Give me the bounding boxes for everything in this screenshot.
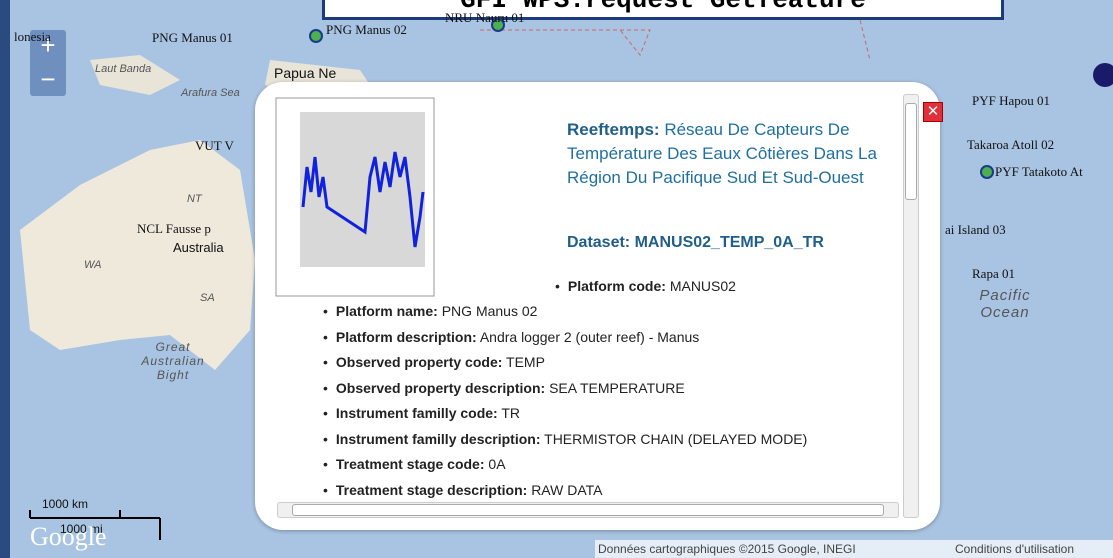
property-value: TR: [501, 405, 521, 421]
property-label: Observed property code:: [335, 354, 503, 370]
title-banner: GFI WPS:request Getfeature: [322, 0, 1004, 20]
map-label: PYF Hapou 01: [972, 93, 1051, 108]
google-logo: Google: [30, 522, 107, 551]
map-label: Great Australian Bight: [141, 340, 205, 382]
map-label: Laut Banda: [95, 63, 152, 75]
property-item: Treatment stage code: 0A: [323, 456, 506, 472]
close-button[interactable]: ✕: [923, 102, 943, 122]
map-label: PNG Manus 01: [152, 30, 233, 45]
property-value: THERMISTOR CHAIN (DELAYED MODE): [544, 430, 808, 447]
property-value: 0A: [488, 456, 506, 472]
svg-text:−: −: [40, 64, 55, 94]
svg-text:+: +: [40, 30, 55, 60]
map-label: WA: [84, 259, 102, 271]
property-label: Instrument familly description:: [335, 430, 541, 447]
property-value: Andra logger 2 (outer reef) - Manus: [479, 328, 700, 345]
property-label: Platform name:: [335, 303, 438, 319]
map-label: SA: [200, 292, 215, 304]
info-popup: Reeftemps: Réseau De Capteurs De Tempéra…: [255, 82, 943, 530]
map-label: Rapa 01: [972, 266, 1015, 281]
popup-description: Reeftemps: Réseau De Capteurs De Tempéra…: [567, 118, 892, 190]
property-value: SEA TEMPERATURE: [549, 379, 685, 396]
map-label: Australia: [173, 240, 224, 255]
map-label: Papua Ne: [274, 65, 337, 81]
map-label: VUT V: [195, 138, 234, 153]
property-item: Platform name: PNG Manus 02: [323, 303, 538, 319]
property-item: Observed property description: SEA TEMPE…: [323, 380, 685, 396]
property-item: Treatment stage description: RAW DATA: [323, 481, 603, 498]
property-label: Observed property description:: [335, 379, 546, 396]
property-label: Treatment stage code:: [335, 456, 485, 472]
map-label: Pacific Ocean: [979, 287, 1031, 321]
property-item: Platform code: MANUS02: [555, 278, 736, 294]
property-item: Observed property code: TEMP: [323, 354, 545, 370]
map-label: Arafura Sea: [181, 87, 240, 99]
property-item: Platform description: Andra logger 2 (ou…: [323, 329, 699, 345]
property-item: Instrument familly code: TR: [323, 405, 520, 421]
map-label: PNG Manus 02: [326, 22, 407, 37]
property-value: RAW DATA: [531, 481, 603, 498]
property-label: Platform description:: [335, 328, 477, 345]
scale-km: 1000 km: [42, 497, 89, 511]
map-label: ai Island 03: [945, 222, 1006, 237]
thumbnail-chart: [275, 97, 435, 297]
attribution: Données cartographiques ©2015 Google, IN…: [598, 542, 856, 556]
map-label: NRU Nauru 01: [445, 10, 525, 25]
terms-link[interactable]: Conditions d'utilisation: [955, 542, 1075, 556]
property-label: Platform code:: [567, 278, 666, 294]
map-label: PYF Tatakoto At: [995, 164, 1083, 179]
map-label: Takaroa Atoll 02: [967, 137, 1055, 152]
dataset-title: Dataset: MANUS02_TEMP_0A_TR: [567, 234, 824, 251]
property-label: Treatment stage description:: [335, 481, 528, 498]
scale-mi: 1000 mi: [60, 522, 103, 536]
source-name: Reeftemps:: [567, 120, 660, 139]
map-label: NT: [187, 193, 202, 205]
property-item: Instrument familly description: THERMIST…: [323, 431, 807, 447]
map-label: lonesia: [14, 29, 51, 44]
property-value: MANUS02: [669, 278, 736, 294]
vertical-scrollbar[interactable]: [903, 94, 919, 518]
property-value: PNG Manus 02: [441, 303, 538, 319]
property-value: TEMP: [506, 354, 545, 370]
source-description: Réseau De Capteurs De Température Des Ea…: [567, 120, 877, 187]
horizontal-scrollbar[interactable]: [277, 502, 899, 518]
map-label: NCL Fausse p: [137, 221, 211, 236]
property-label: Instrument familly code:: [335, 405, 498, 421]
